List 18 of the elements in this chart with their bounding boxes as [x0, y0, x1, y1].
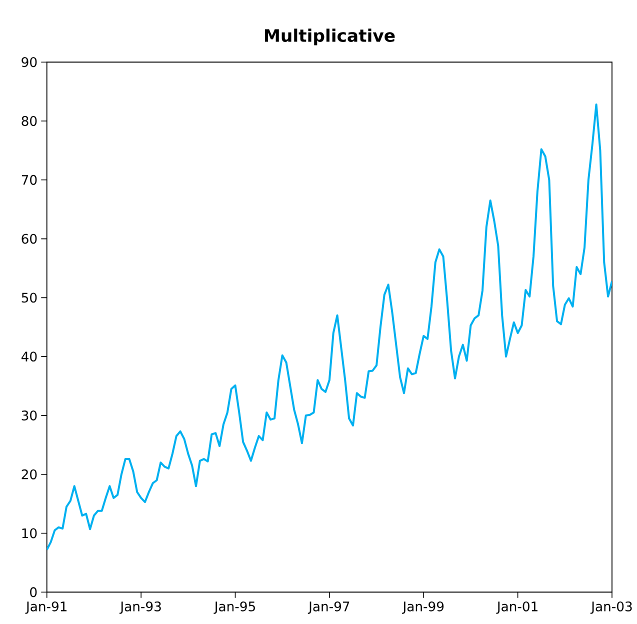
x-tick-label: Jan-03 [590, 601, 632, 614]
x-tick-label: Jan-01 [496, 601, 538, 614]
y-tick-label: 60 [22, 234, 37, 244]
y-tick-label: 80 [22, 116, 37, 126]
y-tick-label: 70 [22, 174, 37, 185]
y-tick-label: 90 [22, 57, 37, 68]
chart-title: Multiplicative [264, 28, 395, 46]
y-tick-label: 30 [22, 410, 37, 420]
y-tick-label: 0 [30, 587, 37, 598]
x-tick-label: Jan-97 [308, 601, 350, 614]
y-tick-label: 50 [22, 292, 37, 303]
x-tick-label: Jan-99 [402, 601, 444, 614]
y-tick-label: 20 [22, 469, 37, 480]
x-tick-label: Jan-95 [214, 601, 255, 614]
y-tick-label: 10 [22, 528, 37, 538]
x-tick-label: Jan-91 [25, 601, 67, 614]
x-tick-label: Jan-93 [120, 601, 161, 614]
y-tick-label: 40 [21, 352, 37, 362]
